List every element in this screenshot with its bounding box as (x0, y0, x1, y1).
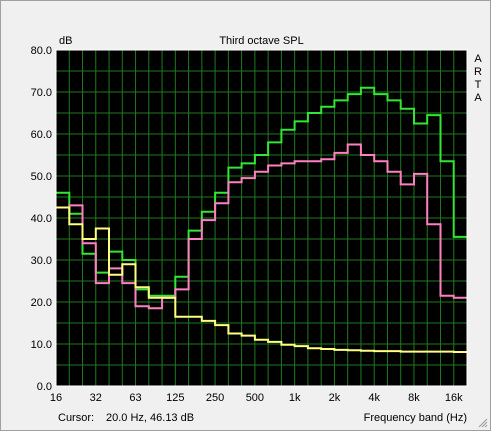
series-line-2 (56, 143, 467, 310)
y-tick-label: 40.0 (31, 213, 52, 225)
y-tick-label: 80.0 (31, 45, 52, 57)
plot-border (55, 49, 468, 387)
x-tick-label: 16k (445, 392, 463, 404)
status-bar: Cursor: 20.0 Hz, 46.13 dB Frequency band… (1, 407, 490, 430)
x-tick-label: 250 (206, 392, 224, 404)
x-tick-label: 16 (50, 392, 62, 404)
x-tick-label: 500 (246, 392, 264, 404)
y-axis-label: dB (59, 35, 72, 47)
x-tick-label: 1k (289, 392, 301, 404)
spl-chart[interactable]: 0.0 10.0 20.0 30.0 40.0 50.0 60.0 70.0 80.0 16 32 6… (1, 1, 490, 407)
arta-logo-letter: A (474, 53, 482, 65)
y-tick-label: 10.0 (31, 339, 52, 351)
series-line-3 (56, 206, 467, 353)
arta-logo-letter: T (475, 79, 482, 91)
y-tick-label: 50.0 (31, 171, 52, 183)
arta-logo-letter: A (474, 92, 482, 104)
x-tick-label: 2k (329, 392, 341, 404)
y-tick-label: 70.0 (31, 87, 52, 99)
resize-grip-icon[interactable] (478, 418, 488, 428)
y-tick-label: 0.0 (37, 381, 52, 393)
x-tick-label: 125 (166, 392, 184, 404)
x-tick-label: 8k (408, 392, 420, 404)
chart-title: Third octave SPL (219, 35, 303, 47)
y-tick-label: 20.0 (31, 297, 52, 309)
y-tick-label: 30.0 (31, 255, 52, 267)
x-tick-label: 63 (129, 392, 141, 404)
arta-logo-letter: R (474, 66, 482, 78)
cursor-label: Cursor: (58, 412, 95, 424)
x-tick-label: 32 (90, 392, 102, 404)
y-tick-label: 60.0 (31, 129, 52, 141)
frequency-band-label: Frequency band (Hz) (363, 412, 467, 424)
cursor-readout: 20.0 Hz, 46.13 dB (106, 412, 195, 424)
series-line-1 (56, 86, 467, 297)
x-tick-label: 4k (368, 392, 380, 404)
